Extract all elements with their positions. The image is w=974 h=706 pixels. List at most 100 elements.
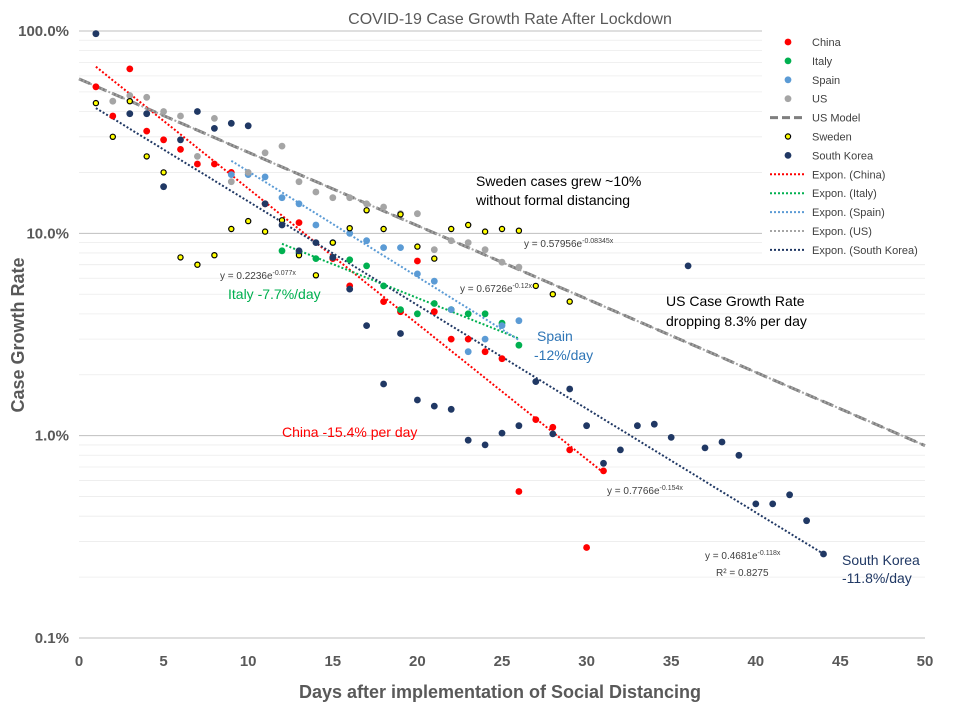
point-us [346, 194, 354, 202]
point-south-korea [634, 422, 641, 430]
point-south-korea [261, 200, 269, 208]
legend-item-expon-south-korea: Expon. (South Korea) [770, 245, 918, 257]
point-us [312, 188, 320, 196]
series-south-korea [92, 30, 827, 558]
point-spain [430, 277, 438, 285]
equation-korea_r2: R² = 0.8275 [716, 568, 769, 579]
annotation-sweden-2: without formal distancing [475, 192, 630, 208]
point-italy [312, 255, 320, 262]
point-south-korea [498, 429, 506, 437]
x-tick-label: 10 [240, 653, 257, 670]
legend-item-south-korea: South Korea [784, 150, 874, 162]
point-spain [278, 194, 286, 202]
point-italy [430, 300, 438, 307]
point-south-korea [617, 446, 624, 454]
point-us [177, 112, 184, 120]
point-sweden [515, 227, 523, 234]
legend-item-expon-china: Expon. (China) [770, 169, 885, 181]
legend-item-italy: Italy [784, 56, 833, 68]
legend-item-us-model: US Model [770, 113, 860, 125]
point-china [295, 219, 303, 227]
legend-label: South Korea [812, 150, 874, 162]
y-tick-label: 0.1% [35, 630, 69, 647]
point-south-korea [227, 119, 235, 127]
point-spain [295, 200, 303, 208]
y-axis-ticks: 100.0% 10.0% 1.0% 0.1% [18, 23, 69, 647]
point-sweden [312, 272, 320, 279]
point-sweden [431, 255, 438, 262]
point-south-korea [194, 108, 201, 115]
point-south-korea [803, 517, 810, 525]
point-sweden [414, 243, 421, 250]
point-china [143, 127, 151, 135]
point-us [227, 178, 235, 186]
point-sweden [481, 228, 489, 235]
series-us [92, 30, 523, 271]
point-sweden [261, 228, 269, 235]
legend-item-expon-italy: Expon. (Italy) [770, 188, 877, 200]
point-sweden [177, 254, 184, 261]
point-spain [498, 322, 506, 329]
point-us [278, 142, 286, 150]
y-tick-label: 1.0% [35, 428, 69, 445]
legend-marker [784, 76, 792, 84]
legend-marker [784, 133, 792, 140]
point-sweden [448, 225, 455, 233]
point-spain [481, 335, 489, 343]
point-sweden [244, 217, 252, 225]
point-china [380, 298, 387, 305]
legend-label: US Model [812, 113, 860, 125]
point-sweden [498, 225, 506, 233]
point-china [566, 446, 574, 454]
legend-marker [784, 95, 792, 103]
point-china [464, 335, 472, 343]
y-tick-label: 100.0% [18, 23, 69, 40]
point-china [109, 112, 117, 120]
y-tick-label: 10.0% [26, 225, 69, 242]
point-south-korea [464, 436, 472, 444]
point-south-korea [244, 122, 252, 130]
annotation-us-2: dropping 8.3% per day [666, 313, 807, 329]
legend-label: Italy [812, 56, 833, 68]
point-us [363, 200, 370, 208]
annotation-china: China -15.4% per day [282, 424, 417, 440]
legend-item-china: China [784, 37, 842, 49]
point-sweden [211, 251, 218, 259]
point-italy [464, 310, 472, 318]
point-sweden [566, 298, 573, 305]
point-south-korea [701, 444, 709, 452]
point-china [583, 544, 590, 551]
point-us [143, 93, 151, 101]
point-china [549, 423, 557, 431]
x-tick-label: 5 [159, 653, 167, 670]
legend-label: Expon. (South Korea) [812, 245, 918, 257]
point-china [160, 136, 168, 144]
trend-line-expon-china [95, 65, 605, 474]
point-south-korea [718, 438, 726, 446]
point-south-korea [684, 262, 692, 270]
point-south-korea [346, 285, 354, 293]
legend-label: China [812, 37, 842, 49]
point-us [380, 203, 387, 211]
x-tick-label: 35 [663, 653, 680, 670]
point-south-korea [786, 491, 793, 499]
point-south-korea [667, 434, 675, 441]
legend-label: Expon. (US) [812, 226, 872, 238]
trend-line-expon-spain [230, 159, 520, 341]
point-spain [346, 229, 354, 237]
point-us [261, 149, 269, 157]
point-sweden [380, 225, 387, 233]
x-tick-label: 50 [917, 653, 934, 670]
point-sweden [160, 169, 167, 176]
point-south-korea [329, 254, 337, 261]
legend-label: US [812, 94, 827, 106]
point-south-korea [380, 380, 387, 388]
point-sweden [92, 99, 100, 107]
legend-label: Expon. (Spain) [812, 207, 885, 219]
point-sweden [549, 291, 557, 298]
x-tick-label: 0 [75, 653, 83, 670]
point-sweden [532, 282, 540, 290]
point-south-korea [126, 110, 134, 118]
point-china [92, 83, 100, 91]
point-spain [312, 221, 320, 229]
